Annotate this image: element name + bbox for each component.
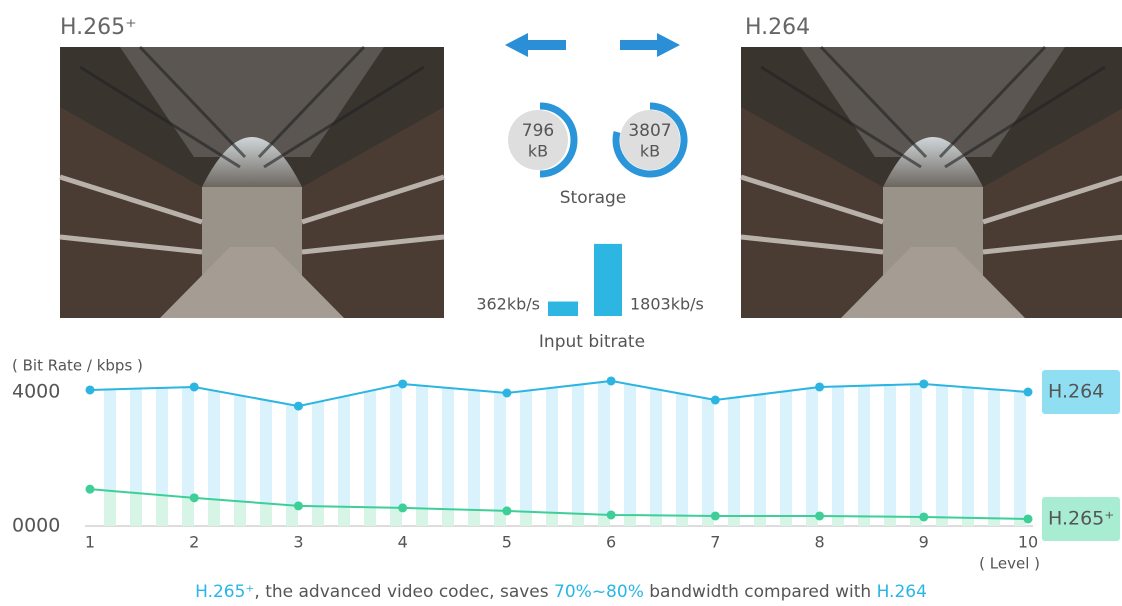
point [502, 389, 511, 398]
point [919, 379, 928, 388]
x-tick-label: 2 [189, 533, 199, 552]
point [919, 512, 928, 521]
caption: H.265⁺, the advanced video codec, saves … [195, 582, 927, 602]
bitrate-bar [594, 244, 622, 316]
photo-h265 [60, 47, 444, 318]
point [190, 382, 199, 391]
x-axis-label: ( Level ) [979, 555, 1040, 573]
arrow-left [505, 33, 566, 57]
image-label: H.265⁺ [60, 15, 137, 40]
caption-part: H.265⁺ [195, 582, 254, 602]
point [815, 382, 824, 391]
arrow-right [620, 33, 680, 57]
y-tick-label: 4000 [12, 381, 60, 403]
legend-label: H.264 [1048, 381, 1104, 403]
bitrate-label: 1803kb/s [630, 295, 704, 314]
point [1024, 388, 1033, 397]
point [607, 510, 616, 519]
point [398, 379, 407, 388]
x-tick-label: 7 [710, 533, 720, 552]
legend-label: H.265⁺ [1048, 507, 1114, 529]
x-tick-label: 8 [814, 533, 824, 552]
storage-value: 796 [522, 121, 554, 141]
point [815, 511, 824, 520]
bitrate-bar [548, 302, 578, 316]
caption-part: 70%~80% [554, 582, 644, 602]
image-label: H.264 [745, 15, 810, 40]
y-tick-label: 0000 [12, 515, 60, 537]
storage-value: 3807 [628, 121, 671, 141]
x-tick-label: 4 [398, 533, 408, 552]
caption-part: bandwidth compared with [644, 582, 877, 602]
point [711, 396, 720, 405]
y-axis-label: ( Bit Rate / kbps ) [12, 357, 143, 375]
x-tick-label: 5 [502, 533, 512, 552]
x-tick-label: 3 [293, 533, 303, 552]
caption-part: , the advanced video codec, saves [254, 582, 554, 602]
point [398, 503, 407, 512]
point [607, 376, 616, 385]
x-tick-label: 6 [606, 533, 616, 552]
x-tick-label: 10 [1018, 533, 1038, 552]
point [1024, 514, 1033, 523]
x-tick-label: 9 [919, 533, 929, 552]
point [502, 506, 511, 515]
point [711, 511, 720, 520]
x-tick-label: 1 [85, 533, 95, 552]
photo-h264 [741, 47, 1122, 318]
bitrate-title: Input bitrate [539, 332, 645, 352]
point [294, 402, 303, 411]
bitrate-label: 362kb/s [476, 295, 540, 314]
point [86, 385, 95, 394]
point [86, 485, 95, 494]
storage-unit: kB [528, 142, 548, 161]
caption-part: H.264 [877, 582, 927, 602]
page: H.265⁺ H.264 796 kB 3807 kB Storage 362k… [0, 0, 1122, 606]
storage-title: Storage [560, 188, 627, 208]
point [294, 501, 303, 510]
point [190, 493, 199, 502]
storage-unit: kB [640, 142, 660, 161]
